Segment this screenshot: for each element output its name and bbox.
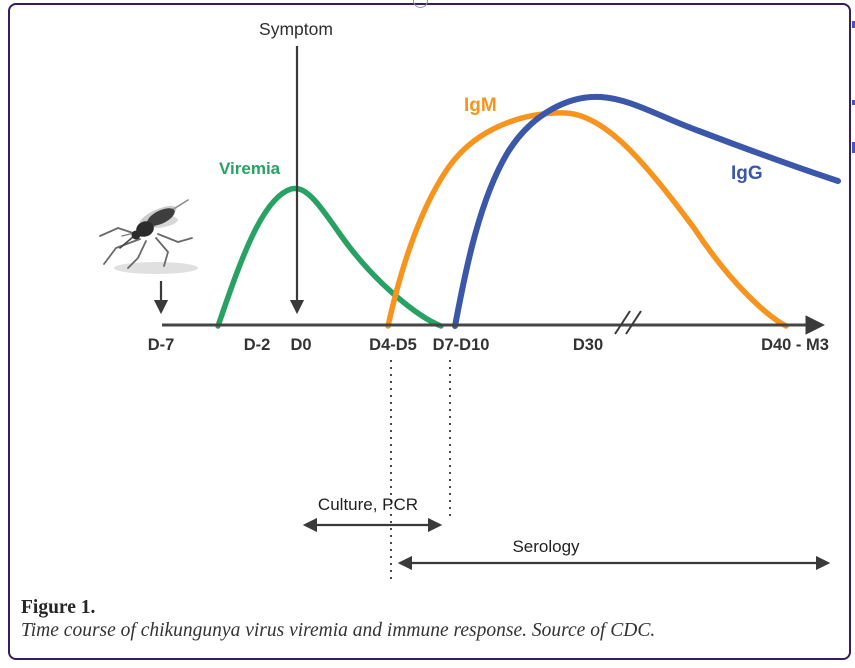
axis-tick-d7-d10: D7-D10 bbox=[432, 336, 490, 354]
igg-curve bbox=[452, 93, 841, 329]
axis-break-marks bbox=[614, 310, 642, 335]
axis-tick-d40-m3: D40 - M3 bbox=[761, 336, 829, 354]
page-edge-artifact bbox=[852, 21, 855, 28]
igg-label: IgG bbox=[731, 163, 763, 184]
viremia-label: Viremia bbox=[219, 159, 281, 178]
serology-label: Serology bbox=[512, 537, 580, 556]
viremia-curve bbox=[215, 185, 444, 329]
figure-caption-label: Figure 1. bbox=[21, 597, 96, 618]
axis-tick-d0: D0 bbox=[290, 336, 312, 354]
page-edge-artifact bbox=[852, 142, 855, 153]
axis-tick-d-2: D-2 bbox=[243, 336, 271, 354]
figure-box bbox=[8, 3, 851, 660]
mosquito-image bbox=[99, 199, 198, 274]
page-edge-artifact bbox=[852, 100, 855, 105]
axis-tick-d4-d5: D4-D5 bbox=[369, 336, 417, 354]
igm-label: IgM bbox=[464, 95, 497, 116]
axis-tick-d30: D30 bbox=[572, 336, 604, 354]
symptom-label: Symptom bbox=[259, 19, 333, 39]
axis-tick-d-7: D-7 bbox=[147, 336, 175, 354]
igm-curve bbox=[385, 110, 789, 329]
figure-caption-text: Time course of chikungunya virus viremia… bbox=[21, 620, 656, 641]
mosquito-proboscis bbox=[119, 235, 135, 249]
culture-pcr-label: Culture, PCR bbox=[317, 495, 419, 514]
